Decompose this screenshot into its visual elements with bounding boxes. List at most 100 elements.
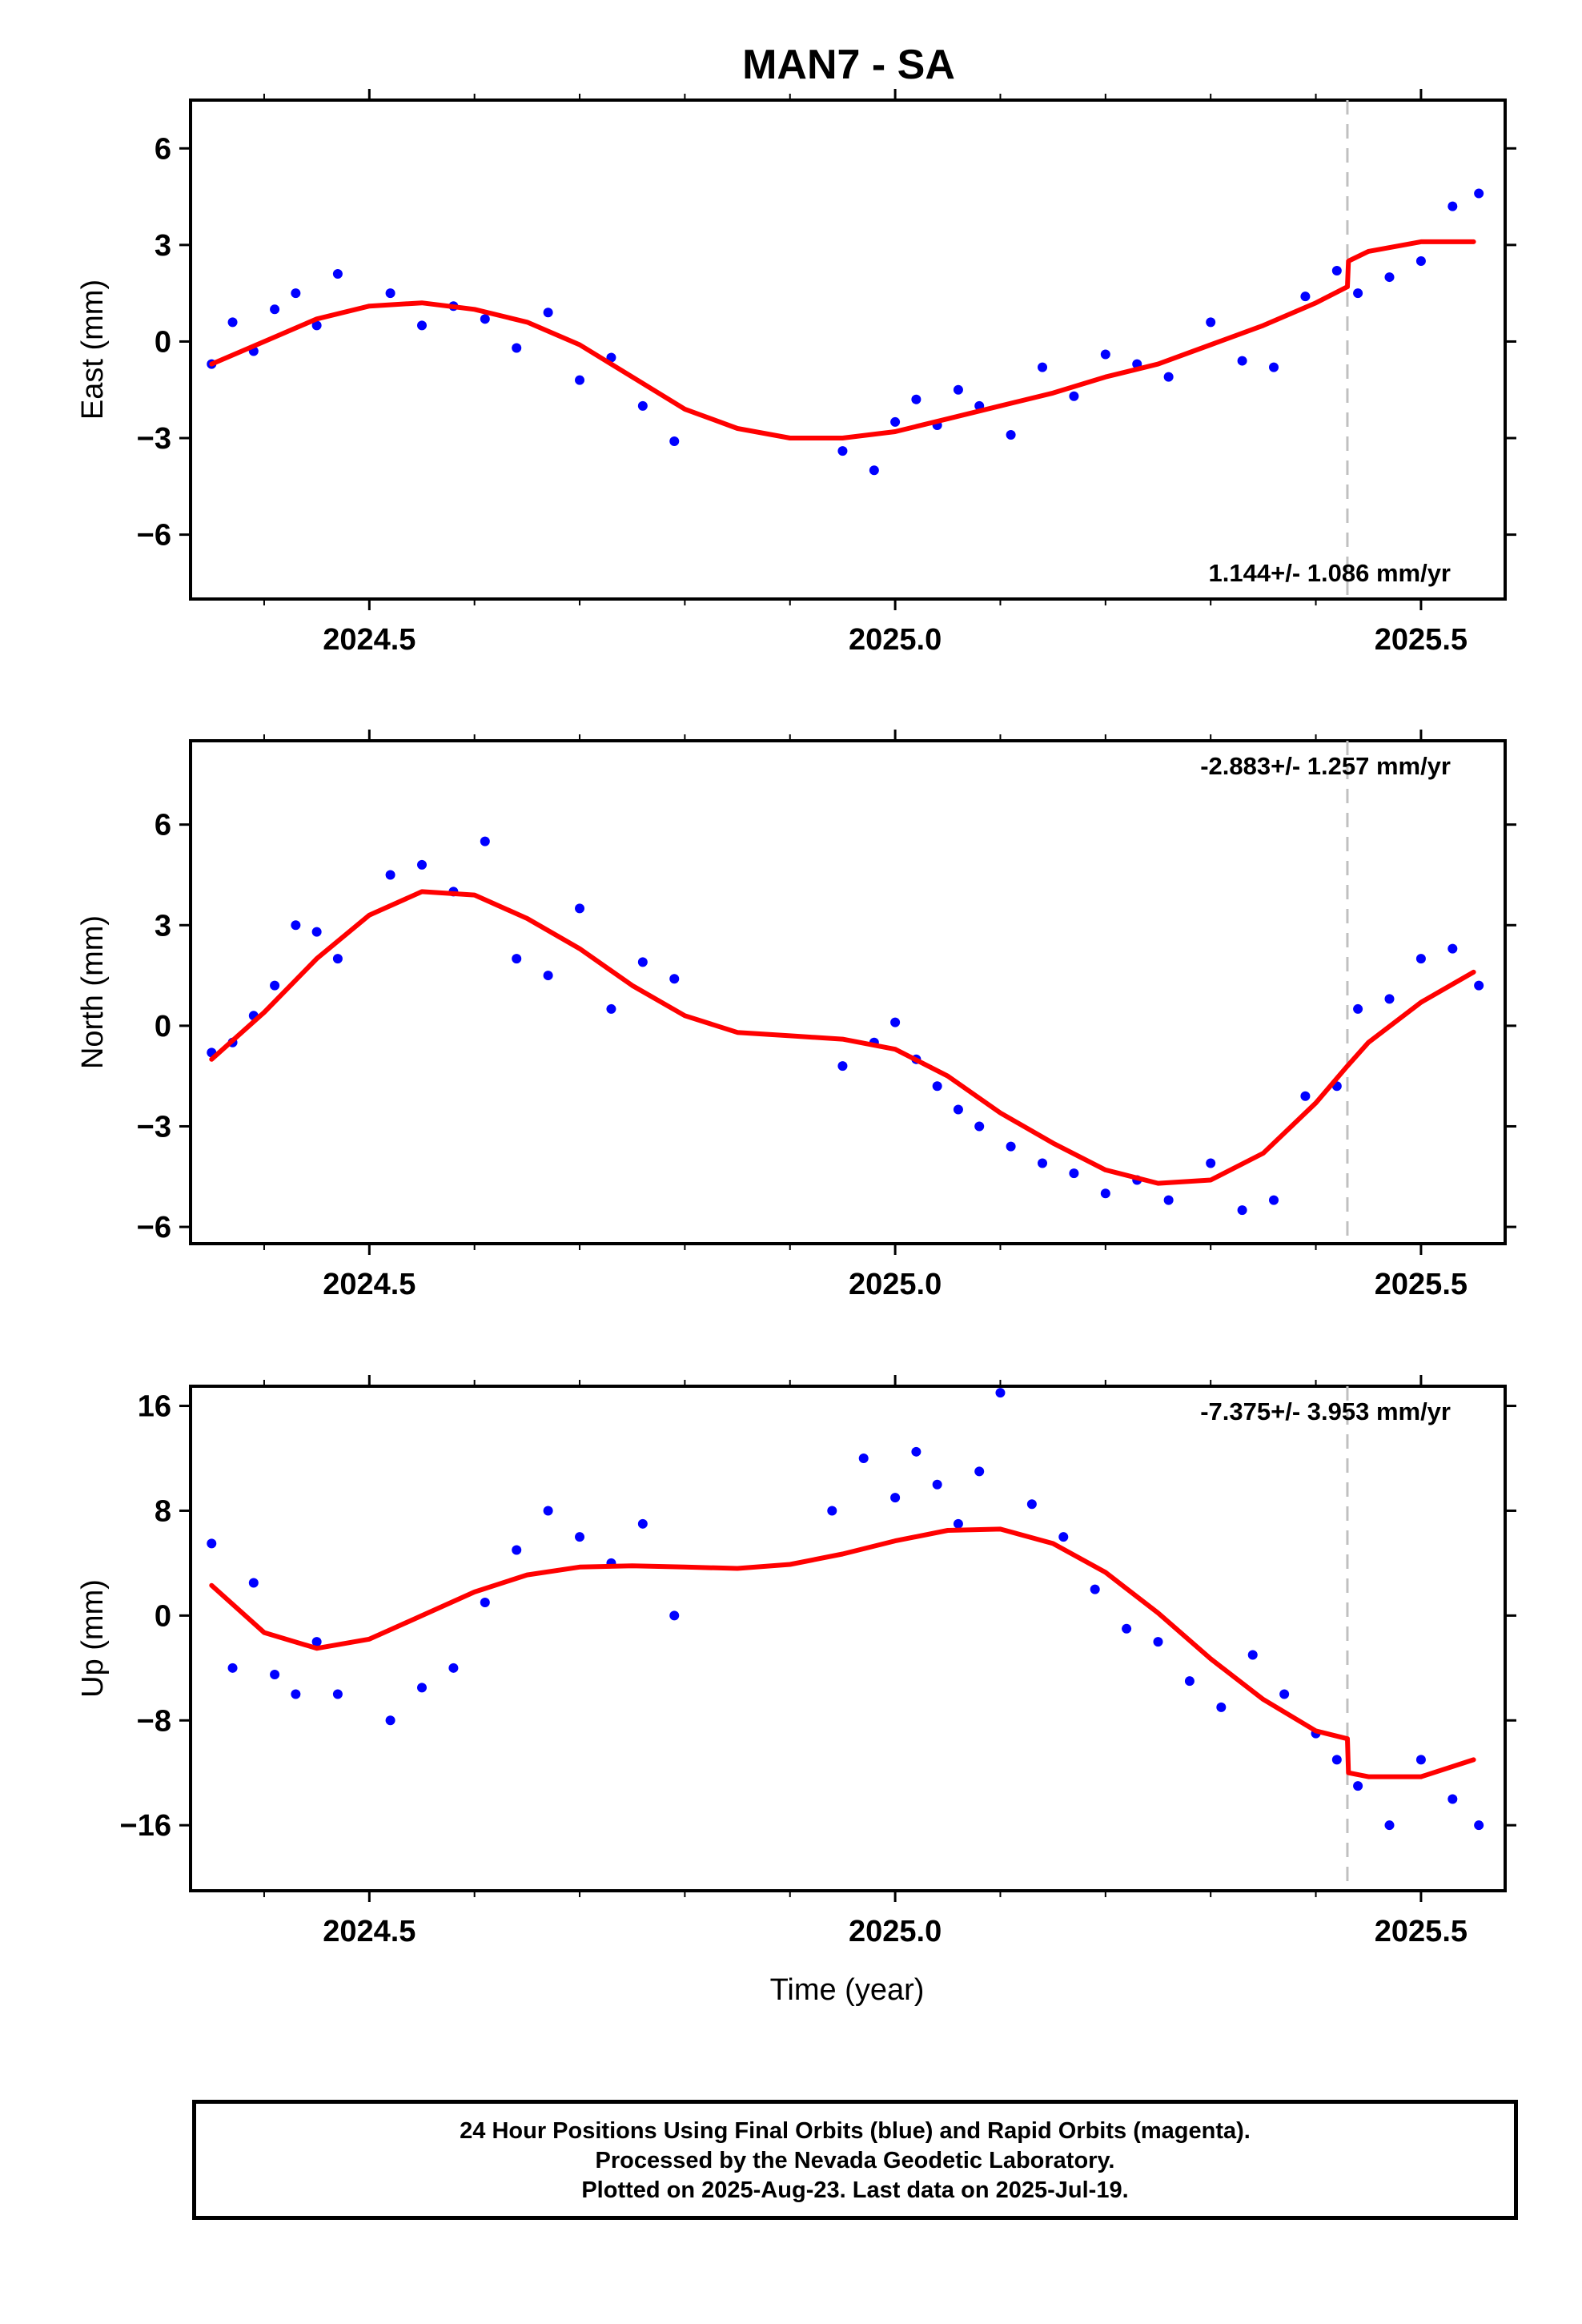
x-tick-label: 2024.5 xyxy=(323,623,416,657)
data-point xyxy=(227,317,238,328)
data-point xyxy=(575,375,585,385)
data-point xyxy=(332,1689,343,1699)
data-point xyxy=(1300,1091,1311,1101)
y-tick-label: 16 xyxy=(138,1390,171,1424)
data-point xyxy=(385,288,396,299)
y-tick-label: 6 xyxy=(155,809,171,842)
data-point xyxy=(1184,1676,1195,1687)
data-point xyxy=(448,1663,459,1673)
data-point xyxy=(1163,372,1174,382)
x-tick-label: 2025.0 xyxy=(849,623,942,657)
data-point xyxy=(416,320,427,331)
data-point xyxy=(1269,1195,1279,1205)
data-point xyxy=(1300,292,1311,302)
footer-caption-box: 24 Hour Positions Using Final Orbits (bl… xyxy=(192,2100,1518,2220)
rate-label: -7.375+/- 3.953 mm/yr xyxy=(1200,1397,1451,1425)
data-point xyxy=(858,1454,869,1463)
y-tick-label: 3 xyxy=(155,229,171,263)
y-tick-label: 0 xyxy=(155,1599,171,1633)
data-point xyxy=(953,1104,963,1115)
y-tick-label: 0 xyxy=(155,1010,171,1043)
data-point xyxy=(311,1637,322,1647)
data-point xyxy=(1331,266,1342,276)
data-point xyxy=(837,446,848,456)
data-point xyxy=(837,1061,848,1072)
data-point xyxy=(869,465,879,476)
data-point xyxy=(543,971,553,981)
data-point xyxy=(248,1578,259,1588)
data-point xyxy=(1447,1794,1458,1804)
plot-frame xyxy=(189,739,1507,1245)
data-point xyxy=(1384,1820,1395,1831)
data-point xyxy=(416,1683,427,1693)
data-point xyxy=(1415,1755,1426,1765)
data-point xyxy=(270,980,280,991)
y-tick-label: −3 xyxy=(137,422,171,456)
x-tick-label: 2025.5 xyxy=(1375,623,1468,657)
y-tick-label: 0 xyxy=(155,325,171,359)
data-point xyxy=(480,836,490,846)
x-tick-label: 2024.5 xyxy=(323,1268,416,1301)
data-point xyxy=(1069,391,1079,401)
data-point xyxy=(1122,1623,1132,1634)
data-point xyxy=(1415,255,1426,266)
data-point xyxy=(1474,980,1484,991)
data-point xyxy=(995,1388,1006,1398)
data-point xyxy=(890,1017,901,1027)
data-point xyxy=(1163,1195,1174,1205)
plot-frame xyxy=(189,1385,1507,1892)
data-point xyxy=(669,1610,680,1621)
data-point xyxy=(1026,1499,1037,1510)
data-point xyxy=(575,903,585,914)
data-point xyxy=(1353,1781,1363,1791)
x-axis-label: Time (year) xyxy=(770,1973,925,2007)
data-point xyxy=(1237,356,1247,366)
fit-curve xyxy=(209,1526,1476,1779)
y-tick-label: −6 xyxy=(137,1211,171,1244)
rate-label: 1.144+/- 1.086 mm/yr xyxy=(1209,559,1451,587)
y-tick-label: 3 xyxy=(155,909,171,943)
data-point xyxy=(543,1506,553,1516)
y-tick-label: 6 xyxy=(155,132,171,166)
data-point xyxy=(974,1466,985,1477)
data-point xyxy=(512,1545,522,1555)
data-point xyxy=(669,436,680,447)
x-tick-label: 2025.5 xyxy=(1375,1915,1468,1948)
footer-line-1: 24 Hour Positions Using Final Orbits (bl… xyxy=(460,2118,1251,2144)
data-point xyxy=(270,304,280,315)
data-point xyxy=(1447,943,1458,954)
data-points xyxy=(207,188,1484,476)
x-tick-label: 2024.5 xyxy=(323,1915,416,1948)
data-point xyxy=(606,1003,616,1014)
data-point xyxy=(1353,1003,1363,1014)
data-point xyxy=(311,927,322,937)
data-points xyxy=(207,1388,1484,1831)
data-point xyxy=(1474,1820,1484,1831)
data-point xyxy=(669,974,680,984)
data-point xyxy=(1058,1532,1069,1542)
data-point xyxy=(890,416,901,427)
data-point xyxy=(1247,1650,1258,1660)
y-tick-label: −16 xyxy=(120,1809,171,1843)
data-point xyxy=(291,920,301,931)
data-point xyxy=(932,1081,942,1092)
data-point xyxy=(911,394,921,404)
data-point xyxy=(827,1506,837,1516)
data-point xyxy=(637,400,648,411)
x-tick-label: 2025.0 xyxy=(849,1915,942,1948)
panels: 2024.5 2025.0 2025.5 6 3 0 −3 −6 East (mm) 1.144+… xyxy=(76,89,1516,1948)
data-point xyxy=(1216,1702,1227,1712)
data-point xyxy=(291,1689,301,1699)
data-point xyxy=(974,1121,985,1132)
data-point xyxy=(1384,994,1395,1004)
data-point xyxy=(311,320,322,331)
data-point xyxy=(480,314,490,324)
data-point xyxy=(1038,362,1048,372)
data-point xyxy=(1100,1188,1110,1199)
data-point xyxy=(207,1538,217,1549)
data-point xyxy=(512,954,522,964)
data-point xyxy=(385,1715,396,1726)
footer-line-3: Plotted on 2025-Aug-23. Last data on 202… xyxy=(581,2177,1129,2203)
data-point xyxy=(1006,1141,1016,1152)
